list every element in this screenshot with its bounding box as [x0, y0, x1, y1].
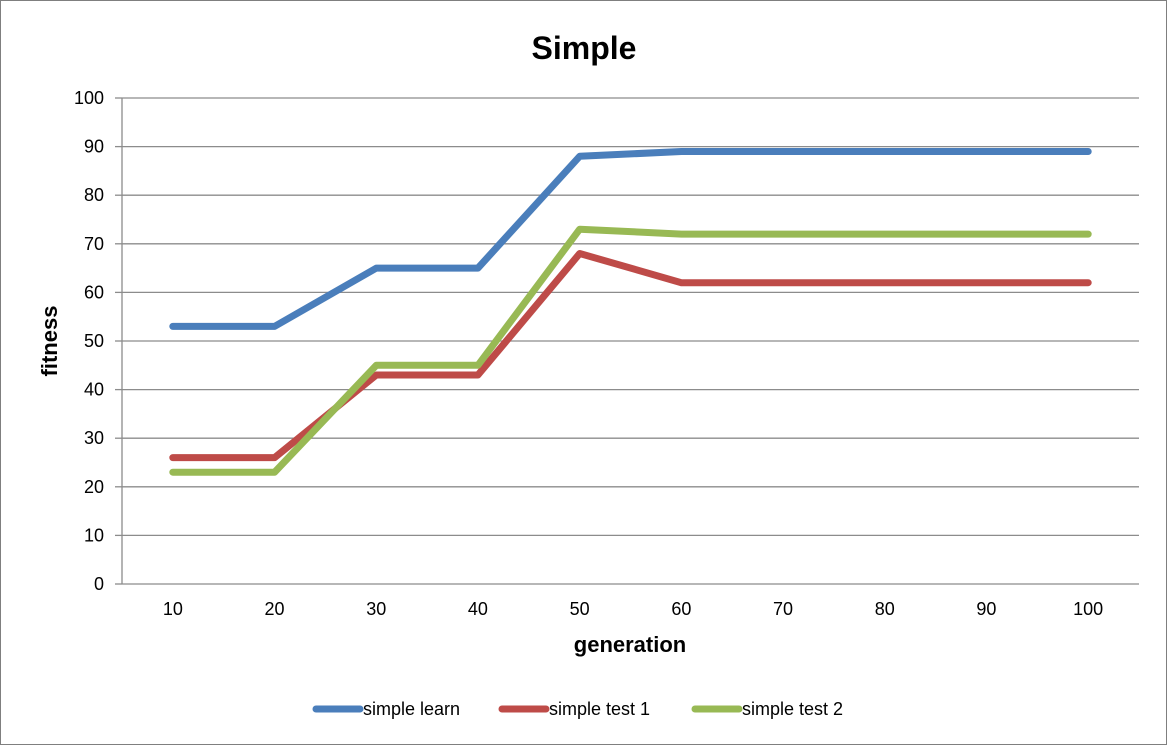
legend-label: simple learn: [363, 699, 460, 719]
y-tick-label: 80: [84, 185, 104, 205]
y-tick-label: 20: [84, 477, 104, 497]
y-tick-label: 90: [84, 137, 104, 157]
x-tick-label: 30: [366, 599, 386, 619]
y-axis-ticks: 0 10 20 30 40 50 60 70 80 90 100: [74, 88, 104, 594]
y-tick-label: 0: [94, 574, 104, 594]
x-tick-label: 40: [468, 599, 488, 619]
x-axis-title: generation: [574, 632, 686, 657]
series-lines: [169, 148, 1092, 476]
y-tick-label: 30: [84, 428, 104, 448]
y-tick-label: 60: [84, 282, 104, 302]
y-tick-label: 40: [84, 380, 104, 400]
legend-label: simple test 1: [549, 699, 650, 719]
y-tick-label: 50: [84, 331, 104, 351]
series-line: [169, 148, 1092, 330]
x-tick-label: 70: [773, 599, 793, 619]
y-axis-title: fitness: [37, 306, 62, 377]
x-tick-label: 50: [570, 599, 590, 619]
x-tick-label: 80: [875, 599, 895, 619]
series-line: [169, 225, 1092, 476]
chart-title: Simple: [532, 30, 637, 66]
legend: simple learn simple test 1 simple test 2: [312, 699, 843, 719]
x-tick-label: 10: [163, 599, 183, 619]
x-tick-label: 90: [976, 599, 996, 619]
y-tick-label: 10: [84, 525, 104, 545]
x-tick-label: 100: [1073, 599, 1103, 619]
y-tick-label: 70: [84, 234, 104, 254]
series-line: [169, 250, 1092, 462]
x-tick-label: 20: [265, 599, 285, 619]
x-tick-label: 60: [671, 599, 691, 619]
legend-label: simple test 2: [742, 699, 843, 719]
gridlines: [115, 97, 1139, 585]
y-tick-label: 100: [74, 88, 104, 108]
x-axis-ticks: 10 20 30 40 50 60 70 80 90 100: [163, 599, 1103, 619]
